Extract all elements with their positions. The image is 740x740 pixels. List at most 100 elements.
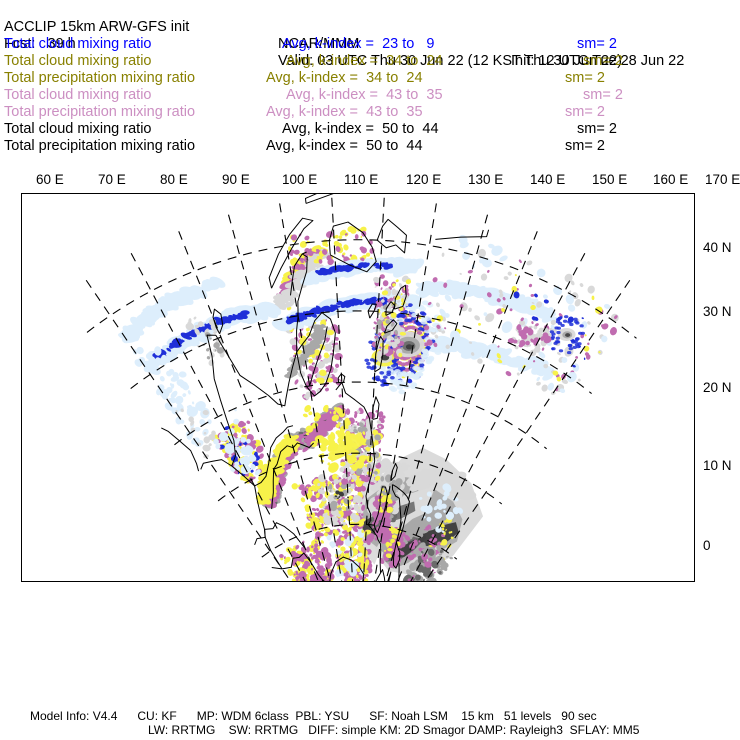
field-cell [390, 376, 395, 380]
field-cell [365, 559, 370, 566]
field-cell [291, 578, 295, 581]
field-cell [306, 486, 309, 489]
field-cell [343, 550, 350, 554]
field-cell [450, 536, 454, 540]
field-cell [381, 502, 386, 507]
field-cell [369, 549, 372, 553]
field-cell [317, 483, 321, 487]
field-cell [310, 577, 313, 581]
field-legend-row: Total cloud mixing ratio Avg, k-index = 2… [0, 36, 740, 53]
field-cell [374, 495, 380, 501]
field-cell [355, 496, 363, 504]
longitude-tick-label: 150 E [592, 172, 628, 187]
field-cell [364, 464, 368, 468]
field-cell [350, 470, 355, 475]
field-cell [433, 505, 439, 511]
field-cell [322, 505, 326, 509]
field-cell [380, 458, 391, 468]
model-title: ACCLIP 15km ARW-GFS init [4, 19, 190, 35]
field-cell [445, 529, 447, 531]
field-cell [385, 541, 390, 547]
field-cell [347, 577, 352, 581]
field-kindex-label: Avg, k-index = 50 to 44 [282, 121, 439, 137]
field-cell [381, 378, 387, 383]
field-cell [389, 514, 394, 519]
field-cell [441, 539, 448, 546]
field-cell [317, 511, 322, 517]
field-cell [336, 475, 340, 478]
field-smoothing-label: sm= 2 [565, 70, 605, 86]
field-cell [341, 496, 345, 500]
field-cell [393, 501, 396, 505]
field-cell [338, 495, 341, 498]
field-cell [315, 531, 321, 537]
field-cell [318, 530, 322, 533]
field-cell [382, 465, 388, 472]
field-cell [314, 543, 319, 548]
field-cell [412, 360, 419, 365]
field-cell [430, 527, 432, 530]
longitude-tick-label: 70 E [98, 172, 126, 187]
field-cell [295, 576, 300, 581]
field-cell [311, 545, 314, 549]
field-cell [435, 526, 442, 533]
field-cell [376, 420, 381, 425]
field-smoothing-label: sm= 2 [583, 87, 623, 103]
field-cell [441, 530, 445, 533]
longitude-tick-label: 110 E [344, 172, 379, 187]
field-cell [399, 541, 406, 548]
field-cell [332, 473, 339, 481]
field-cell [351, 479, 355, 483]
field-cell [451, 482, 462, 490]
cloud-precip-field [118, 226, 619, 581]
field-cell [357, 555, 365, 563]
field-cell [366, 539, 371, 546]
field-smoothing-label: sm= 2 [577, 121, 617, 137]
field-cell [284, 560, 288, 565]
field-cell [356, 540, 364, 547]
field-cell [308, 486, 314, 491]
longitude-tick-label: 130 E [468, 172, 504, 187]
map-panel[interactable] [21, 193, 695, 582]
field-cell [443, 509, 446, 513]
field-cell [442, 495, 448, 501]
field-cell [365, 361, 371, 366]
field-cell [447, 475, 459, 483]
field-cell [335, 490, 340, 495]
field-name-label: Total cloud mixing ratio [4, 87, 152, 103]
field-cell [352, 527, 359, 533]
field-cell [434, 350, 442, 355]
field-cell [339, 517, 345, 523]
field-cell [358, 422, 364, 428]
field-cell [325, 551, 332, 559]
field-cell [422, 352, 430, 358]
field-cell [320, 529, 325, 532]
field-cell [359, 478, 362, 481]
field-cell [323, 532, 328, 537]
field-name-label: Total cloud mixing ratio [4, 36, 152, 52]
field-cell [357, 426, 364, 433]
field-cell [443, 490, 450, 497]
field-cell [369, 533, 375, 539]
field-cell [378, 510, 382, 513]
field-cell [342, 524, 349, 531]
field-cell [306, 513, 310, 518]
field-cell [445, 511, 455, 520]
field-cell [419, 496, 423, 500]
field-cell [378, 425, 382, 428]
field-cell [379, 371, 385, 375]
field-cell [417, 358, 425, 364]
field-cell [334, 495, 338, 498]
field-cell [412, 473, 427, 484]
field-cell [375, 409, 379, 413]
field-cell [415, 321, 421, 326]
field-cell [354, 412, 358, 419]
field-cell [356, 508, 361, 514]
field-cell [337, 545, 341, 548]
field-cell [309, 553, 313, 557]
longitude-tick-label: 80 E [160, 172, 188, 187]
field-cell [324, 503, 327, 507]
field-cell [361, 529, 364, 533]
latitude-tick-label: 0 [703, 538, 711, 553]
field-cell [356, 468, 363, 476]
